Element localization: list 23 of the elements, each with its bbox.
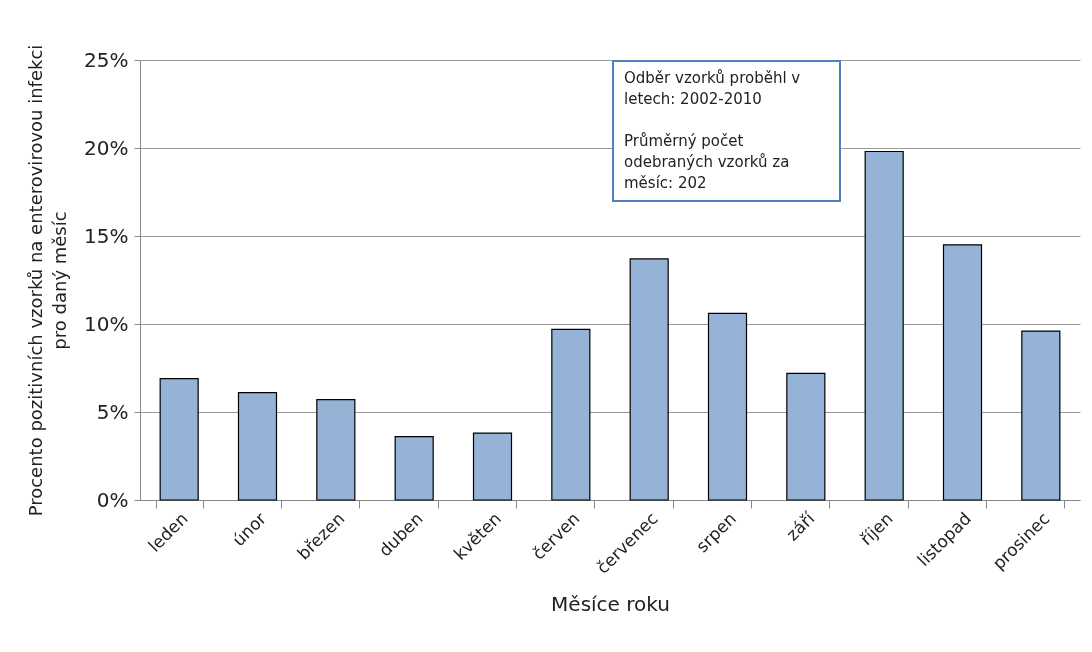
bar xyxy=(707,312,748,501)
y-tick-label: 5% xyxy=(96,399,129,424)
annotation: Odběr vzorků proběhl v letech: 2002-2010 xyxy=(624,68,802,110)
y-axis-title: Procento pozitivních vzorků na enterovirovou infekci pro daný měsíc xyxy=(25,44,71,517)
bar xyxy=(1021,330,1061,501)
y-tick-label: 0% xyxy=(96,487,129,512)
annotation: Průměrný počet odebraných vzorků za měsíc: 202 xyxy=(624,131,791,194)
text-box: Odběr vzorků proběhl v letech: 2002-2010 Průměrný počet odebraných vzorků za měsíc: 202 xyxy=(612,60,841,202)
y-tick-label: 15% xyxy=(84,223,129,248)
bar xyxy=(394,436,434,501)
bar xyxy=(942,244,983,501)
bar xyxy=(551,328,591,501)
bar xyxy=(864,150,904,501)
bar xyxy=(316,399,356,501)
y-tick-label: 10% xyxy=(84,311,129,336)
bar xyxy=(237,392,278,501)
y-tick-label: 25% xyxy=(84,47,129,72)
bar xyxy=(629,258,669,501)
bar xyxy=(159,377,199,501)
bar xyxy=(472,432,513,501)
x-axis-title: Měsíce roku xyxy=(551,591,670,616)
y-tick-label: 20% xyxy=(84,135,129,160)
bar xyxy=(786,372,826,501)
